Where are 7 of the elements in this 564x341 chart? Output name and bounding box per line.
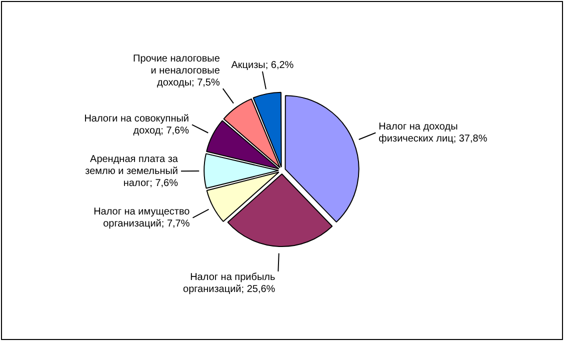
slice-label: Налог на имущество организаций; 7,7% xyxy=(94,206,190,230)
slice-label: Арендная плата за землю и земельный налог; 7,6% xyxy=(85,154,178,189)
slice-label: Акцизы; 6,2% xyxy=(231,60,294,72)
slice-label: Прочие налоговые и неналоговые доходы; 7,5% xyxy=(133,53,220,88)
slice-label: Налог на доходы физических лиц; 37,8% xyxy=(378,121,488,144)
slice-label: Налог на прибыль организаций; 25,6% xyxy=(183,272,276,296)
slice-label: Налоги на совокупный доход; 7,6% xyxy=(84,113,190,136)
